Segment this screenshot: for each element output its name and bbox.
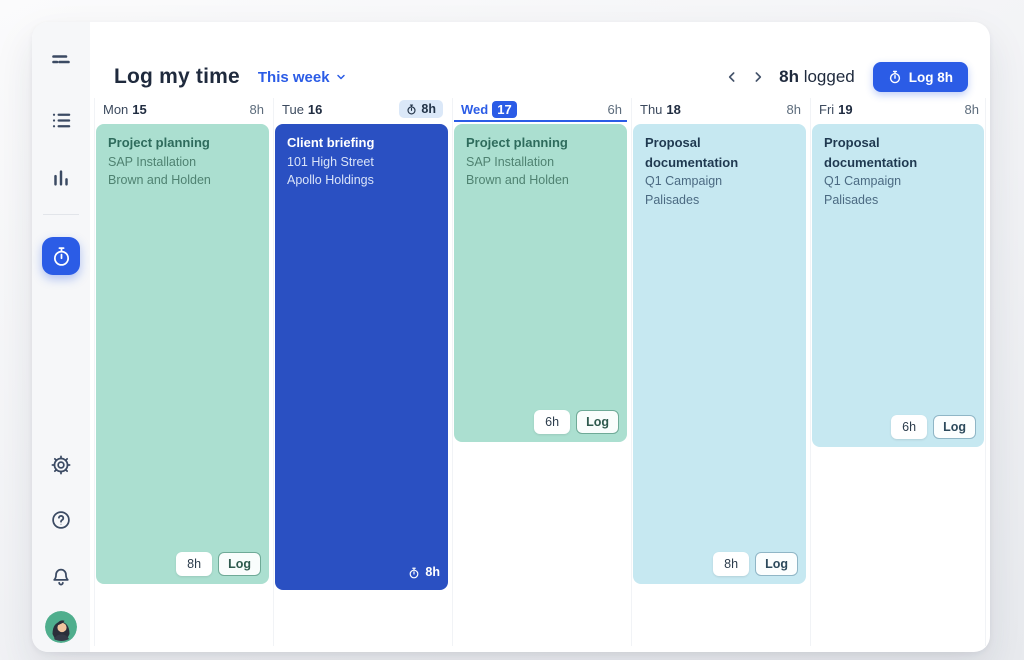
time-entry-details: 101 High Street Apollo Holdings — [287, 153, 436, 191]
log-day-button[interactable]: Log — [933, 415, 976, 439]
time-entry-detail: Q1 Campaign — [824, 174, 902, 188]
time-entry-details: Q1 Campaign Palisades — [824, 172, 972, 210]
day-date: 17 — [492, 100, 517, 118]
day-name: Wed — [461, 101, 489, 117]
time-entry-title: Client briefing — [287, 135, 375, 150]
hours-input[interactable] — [534, 410, 571, 434]
hours-input[interactable] — [176, 552, 213, 576]
day-header: Mon 15 8h — [96, 98, 269, 122]
logged-indicator-value: 8h — [425, 565, 440, 580]
time-entry-block[interactable]: Project planning SAP Installation Brown a… — [454, 124, 627, 442]
sidebar-divider — [43, 214, 79, 215]
time-entry-detail: SAP Installation — [108, 154, 197, 169]
app-window: Log my time This week 8h logged Log 8h M… — [32, 22, 990, 652]
time-entry-detail: Apollo Holdings — [287, 173, 374, 188]
time-entry-title: Proposal documentation — [645, 135, 739, 170]
bell-icon[interactable] — [41, 557, 81, 597]
prev-week-button[interactable] — [719, 64, 745, 90]
help-icon[interactable] — [41, 500, 81, 540]
gear-icon[interactable] — [41, 445, 81, 485]
day-header: Tue 16 8h — [275, 98, 448, 122]
log-day-button[interactable]: Log — [218, 552, 261, 576]
calendar-grid: Mon 15 8h Project planning SAP Installat… — [94, 98, 986, 646]
time-entry-details: SAP Installation Brown and Holden — [108, 153, 257, 191]
hours-input[interactable] — [713, 552, 750, 576]
time-entry-title: Project planning — [108, 135, 210, 150]
day-column: Thu 18 8h Proposal documentation Q1 Camp… — [631, 98, 807, 646]
chevron-left-icon — [728, 72, 735, 82]
time-entry-detail: 101 High Street — [287, 154, 374, 169]
day-column: Fri 19 8h Proposal documentation Q1 Camp… — [810, 98, 986, 646]
time-entry-detail: Q1 Campaign — [645, 174, 723, 188]
day-name: Tue — [282, 101, 304, 117]
time-entry-title: Proposal documentation — [824, 135, 918, 170]
time-entry-title: Project planning — [466, 135, 568, 150]
log-time-button[interactable]: Log 8h — [872, 62, 968, 92]
day-column: Wed 17 6h Project planning SAP Installat… — [452, 98, 628, 646]
task-list-icon[interactable] — [41, 100, 81, 140]
period-label: This week — [257, 68, 330, 86]
page-title: Log my time — [114, 65, 240, 88]
bar-chart-icon[interactable] — [41, 158, 81, 198]
period-selector[interactable]: This week — [258, 69, 347, 86]
time-entry-block[interactable]: Proposal documentation Q1 Campaign Palisa… — [633, 124, 806, 584]
time-entry-block[interactable]: Project planning SAP Installation Brown a… — [96, 124, 269, 584]
stopwatch-icon — [410, 567, 419, 579]
logged-value: 8h — [779, 67, 799, 86]
logged-indicator: 8h — [408, 563, 440, 582]
day-hours: 8h — [249, 101, 264, 117]
log-day-button[interactable]: Log — [576, 410, 619, 434]
day-date: 19 — [838, 101, 853, 117]
time-entry-detail: Brown and Holden — [466, 173, 569, 188]
day-name: Fri — [819, 101, 835, 117]
time-entry-details: SAP Installation Brown and Holden — [466, 153, 615, 191]
day-column: Tue 16 8h Client briefing 101 High Stree… — [273, 98, 449, 646]
day-column: Mon 15 8h Project planning SAP Installat… — [94, 98, 270, 646]
user-avatar[interactable] — [41, 607, 81, 647]
day-header: Thu 18 8h — [633, 98, 806, 122]
day-header: Wed 17 6h — [454, 98, 627, 122]
time-entry-block[interactable]: Proposal documentation Q1 Campaign Palisa… — [812, 124, 984, 447]
time-entry-detail: Palisades — [645, 192, 700, 207]
avatar-image — [45, 611, 77, 643]
log-day-button[interactable]: Log — [755, 552, 798, 576]
time-entry-detail: Brown and Holden — [108, 173, 211, 188]
time-entry-footer: Log — [176, 552, 261, 576]
stopwatch-icon — [889, 70, 900, 84]
logged-label: logged — [803, 67, 855, 86]
time-entry-details: Q1 Campaign Palisades — [645, 172, 794, 210]
chevron-down-icon — [336, 74, 345, 80]
time-entry-footer: Log — [713, 552, 798, 576]
time-entry-block[interactable]: Client briefing 101 High Street Apollo Ho… — [275, 124, 448, 590]
day-date: 18 — [666, 101, 681, 117]
day-hours: 8h — [964, 101, 979, 117]
day-hours: 6h — [607, 101, 622, 117]
time-entry-footer: Log — [534, 410, 619, 434]
time-entry-footer: 8h — [408, 563, 440, 582]
sidebar — [32, 22, 90, 652]
stopwatch-icon — [407, 104, 416, 114]
logo-icon[interactable] — [41, 40, 81, 80]
chevron-right-icon — [755, 72, 762, 82]
hours-input[interactable] — [891, 415, 928, 439]
time-tracking-icon[interactable] — [42, 237, 80, 275]
day-hours: 8h — [786, 101, 801, 117]
time-entry-footer: Log — [891, 415, 976, 439]
log-time-button-label: Log 8h — [908, 69, 953, 85]
day-logged-badge: 8h — [399, 100, 443, 118]
day-date: 15 — [132, 101, 147, 117]
day-name: Mon — [103, 101, 129, 117]
day-logged-badge-value: 8h — [421, 102, 436, 116]
time-entry-detail: SAP Installation — [466, 154, 555, 169]
topbar: Log my time This week 8h logged Log 8h — [114, 60, 968, 94]
day-name: Thu — [640, 101, 663, 117]
day-date: 16 — [307, 101, 323, 117]
next-week-button[interactable] — [745, 64, 771, 90]
day-header: Fri 19 8h — [812, 98, 984, 122]
logged-summary: 8h logged — [779, 67, 855, 87]
time-entry-detail: Palisades — [824, 192, 879, 207]
